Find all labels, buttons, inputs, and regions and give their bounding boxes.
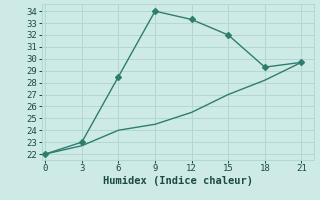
X-axis label: Humidex (Indice chaleur): Humidex (Indice chaleur) xyxy=(103,176,252,186)
